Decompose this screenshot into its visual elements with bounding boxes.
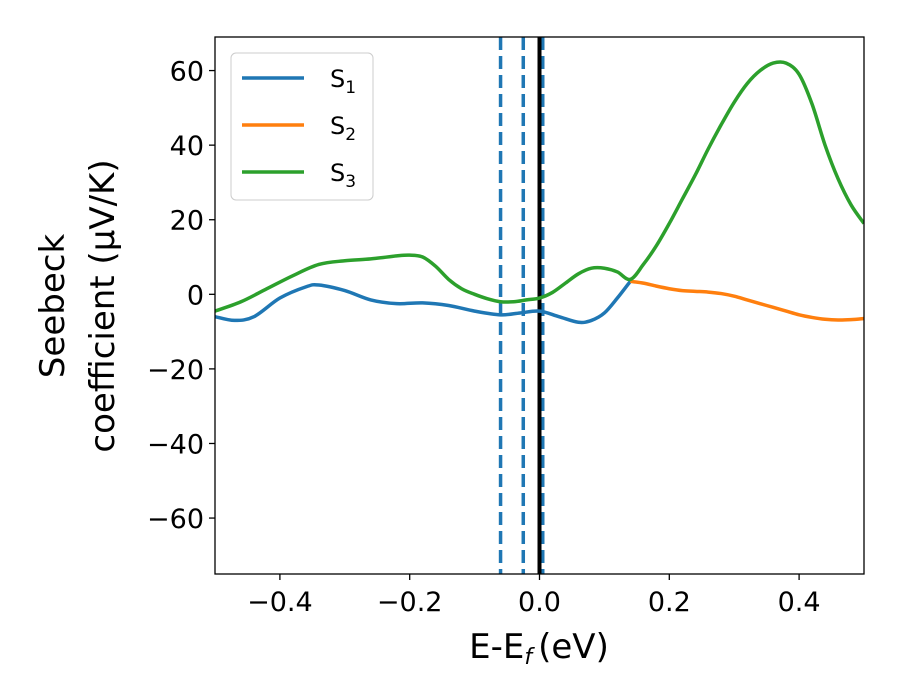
y-tick-label: −40 <box>147 429 204 460</box>
x-axis-title-sub: f <box>524 645 535 670</box>
series-line-s1 <box>215 280 632 325</box>
x-axis-title-main: E-E <box>469 627 524 667</box>
y-axis-title-line2: coefficient (μV/K) <box>83 159 123 452</box>
x-axis-title-unit: (eV) <box>538 627 609 667</box>
x-tick-label: −0.2 <box>377 587 443 618</box>
y-axis-title-line1: Seebeck <box>33 234 73 379</box>
legend-label-s2: S2 <box>330 112 356 145</box>
x-tick-label: 0.0 <box>518 587 561 618</box>
legend-label-s1: S1 <box>330 65 356 98</box>
y-tick-label: −20 <box>147 355 204 386</box>
y-tick-label: 60 <box>170 57 204 88</box>
y-tick-label: −60 <box>147 504 204 535</box>
y-tick-label: 20 <box>170 206 204 237</box>
axis-ticks: −0.4 −0.2 0.0 0.2 0.4 −60 −40 −20 0 20 40 60 <box>147 57 821 618</box>
legend-label-s3: S3 <box>330 159 356 192</box>
y-tick-label: 40 <box>170 131 204 162</box>
series-line-s2 <box>630 279 864 322</box>
y-tick-label: 0 <box>187 280 204 311</box>
y-axis-title: Seebeck coefficient (μV/K) <box>33 159 123 452</box>
reference-lines <box>498 37 545 574</box>
x-tick-label: 0.4 <box>778 587 821 618</box>
legend: S1 S2 S3 <box>230 52 374 201</box>
x-axis-title: E-Ef (eV) <box>469 627 609 670</box>
series-line-s3 <box>215 60 864 313</box>
x-tick-label: −0.4 <box>247 587 313 618</box>
x-tick-label: 0.2 <box>648 587 691 618</box>
series-lines <box>215 60 864 325</box>
